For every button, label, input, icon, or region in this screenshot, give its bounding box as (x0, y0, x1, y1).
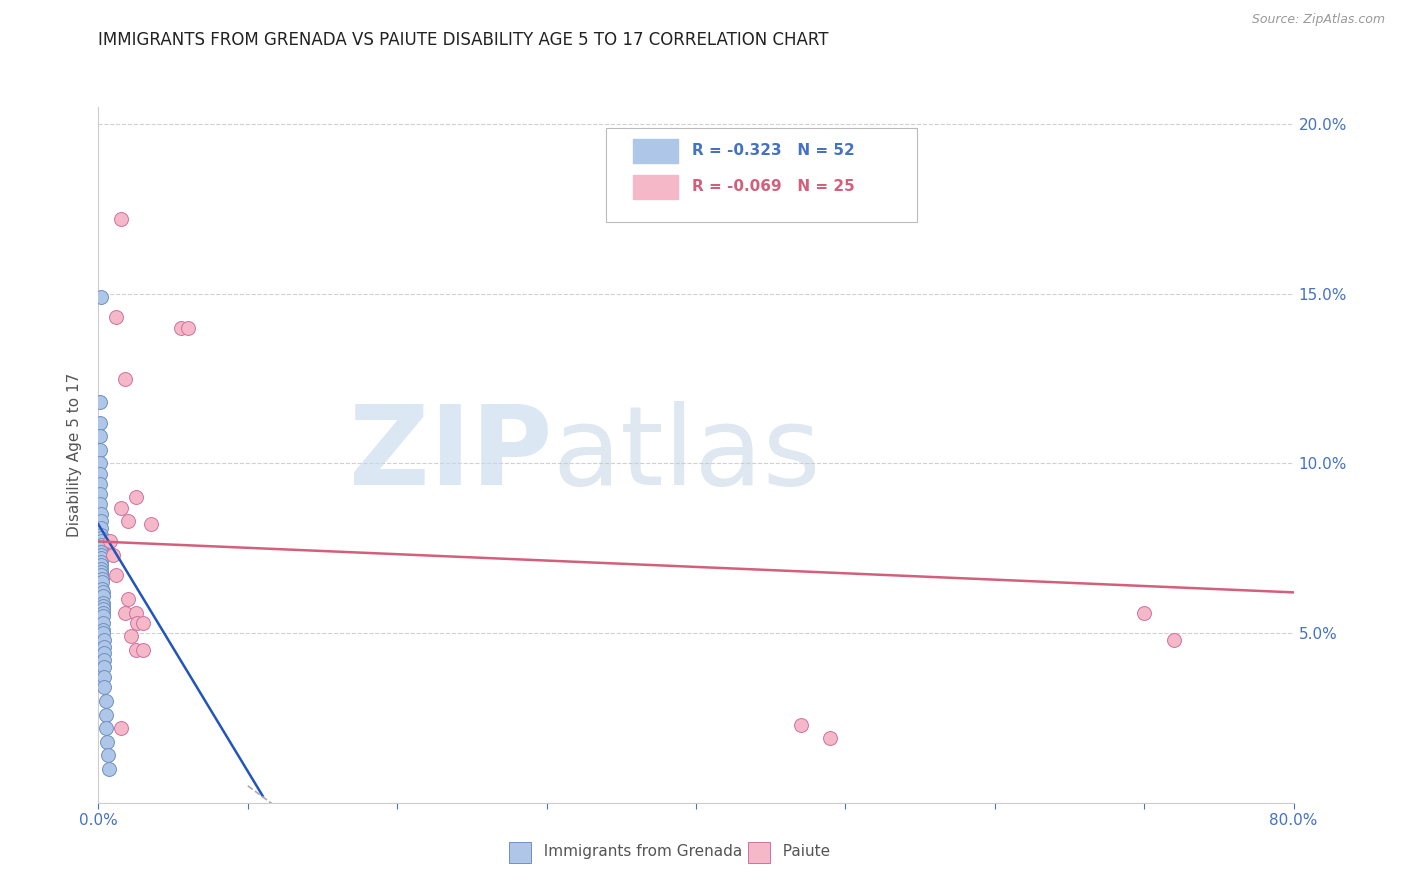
Point (91, 599, 114, 613)
Point (132, 643, 155, 657)
Point (94, 721, 117, 735)
Point (90, 544, 112, 558)
Point (132, 615, 155, 630)
Point (91, 602, 114, 616)
Point (89, 487, 111, 501)
Point (110, 721, 132, 735)
Point (139, 517, 162, 532)
Text: Source: ZipAtlas.com: Source: ZipAtlas.com (1251, 13, 1385, 27)
Point (91, 606, 114, 620)
Point (91, 572, 114, 586)
Point (91, 596, 114, 610)
Point (89, 457, 111, 471)
Point (93, 681, 115, 695)
Point (93, 653, 115, 667)
Text: Immigrants from Grenada: Immigrants from Grenada (534, 845, 742, 859)
Point (103, 548, 125, 562)
Text: atlas: atlas (553, 401, 821, 508)
Point (117, 514, 139, 528)
Point (91, 575, 114, 590)
Point (105, 310, 128, 325)
Text: Paiute: Paiute (773, 845, 831, 859)
Text: R = -0.069   N = 25: R = -0.069 N = 25 (692, 179, 855, 194)
Point (90, 541, 112, 556)
Point (105, 568, 128, 582)
Point (90, 514, 112, 528)
Bar (633, 175, 678, 199)
Point (90, 548, 112, 562)
Point (110, 500, 132, 515)
Point (97, 748, 120, 763)
Point (90, 561, 112, 575)
Point (90, 551, 112, 566)
Point (93, 647, 115, 661)
Point (110, 212, 132, 227)
Point (90, 565, 112, 579)
Point (90, 568, 112, 582)
Point (89, 429, 111, 443)
Point (91, 585, 114, 599)
Bar (633, 139, 678, 162)
Point (96, 735, 118, 749)
Point (127, 615, 149, 630)
Point (820, 731, 842, 746)
FancyBboxPatch shape (606, 128, 917, 222)
Point (90, 527, 112, 541)
Point (114, 606, 136, 620)
Point (91, 626, 114, 640)
Point (90, 555, 112, 569)
Point (93, 632, 115, 647)
Point (114, 371, 136, 385)
Point (169, 320, 191, 334)
Point (93, 640, 115, 654)
Point (91, 615, 114, 630)
Point (90, 534, 112, 549)
Point (93, 660, 115, 674)
Point (89, 416, 111, 430)
Point (94, 694, 117, 708)
Point (789, 717, 811, 731)
Point (91, 582, 114, 596)
Point (125, 606, 148, 620)
Point (125, 491, 148, 505)
Point (89, 442, 111, 457)
Point (89, 395, 111, 409)
Text: ZIP: ZIP (349, 401, 553, 508)
Point (93, 670, 115, 684)
Text: R = -0.323   N = 52: R = -0.323 N = 52 (692, 143, 855, 158)
Point (120, 630, 142, 644)
Point (117, 592, 139, 607)
Y-axis label: Disability Age 5 to 17: Disability Age 5 to 17 (67, 373, 83, 537)
Point (97, 762, 120, 776)
Point (89, 467, 111, 481)
Point (91, 609, 114, 624)
Point (90, 290, 112, 304)
Point (100, 534, 122, 549)
Point (91, 623, 114, 637)
Point (90, 521, 112, 535)
Point (90, 538, 112, 552)
Point (177, 320, 200, 334)
Point (90, 508, 112, 522)
Point (1133, 606, 1156, 620)
Point (90, 558, 112, 573)
Point (89, 497, 111, 511)
Point (91, 589, 114, 603)
Point (89, 476, 111, 491)
Point (125, 643, 148, 657)
Point (90, 531, 112, 545)
Point (1163, 632, 1185, 647)
Point (94, 707, 117, 722)
Text: IMMIGRANTS FROM GRENADA VS PAIUTE DISABILITY AGE 5 TO 17 CORRELATION CHART: IMMIGRANTS FROM GRENADA VS PAIUTE DISABI… (98, 31, 830, 49)
